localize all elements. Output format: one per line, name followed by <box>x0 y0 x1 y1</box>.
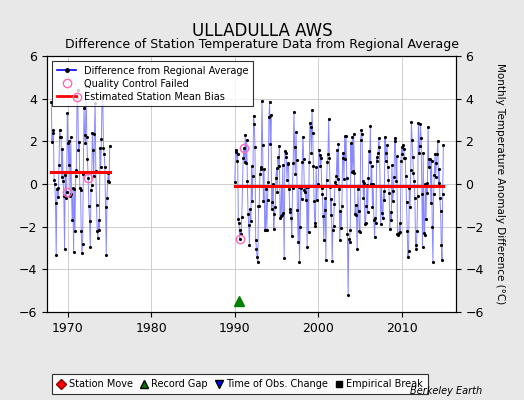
Legend: Station Move, Record Gap, Time of Obs. Change, Empirical Break: Station Move, Record Gap, Time of Obs. C… <box>52 374 428 394</box>
Text: Berkeley Earth: Berkeley Earth <box>410 386 482 396</box>
Y-axis label: Monthly Temperature Anomaly Difference (°C): Monthly Temperature Anomaly Difference (… <box>495 63 505 305</box>
Text: ULLADULLA AWS: ULLADULLA AWS <box>192 22 332 40</box>
Text: Difference of Station Temperature Data from Regional Average: Difference of Station Temperature Data f… <box>65 38 459 51</box>
